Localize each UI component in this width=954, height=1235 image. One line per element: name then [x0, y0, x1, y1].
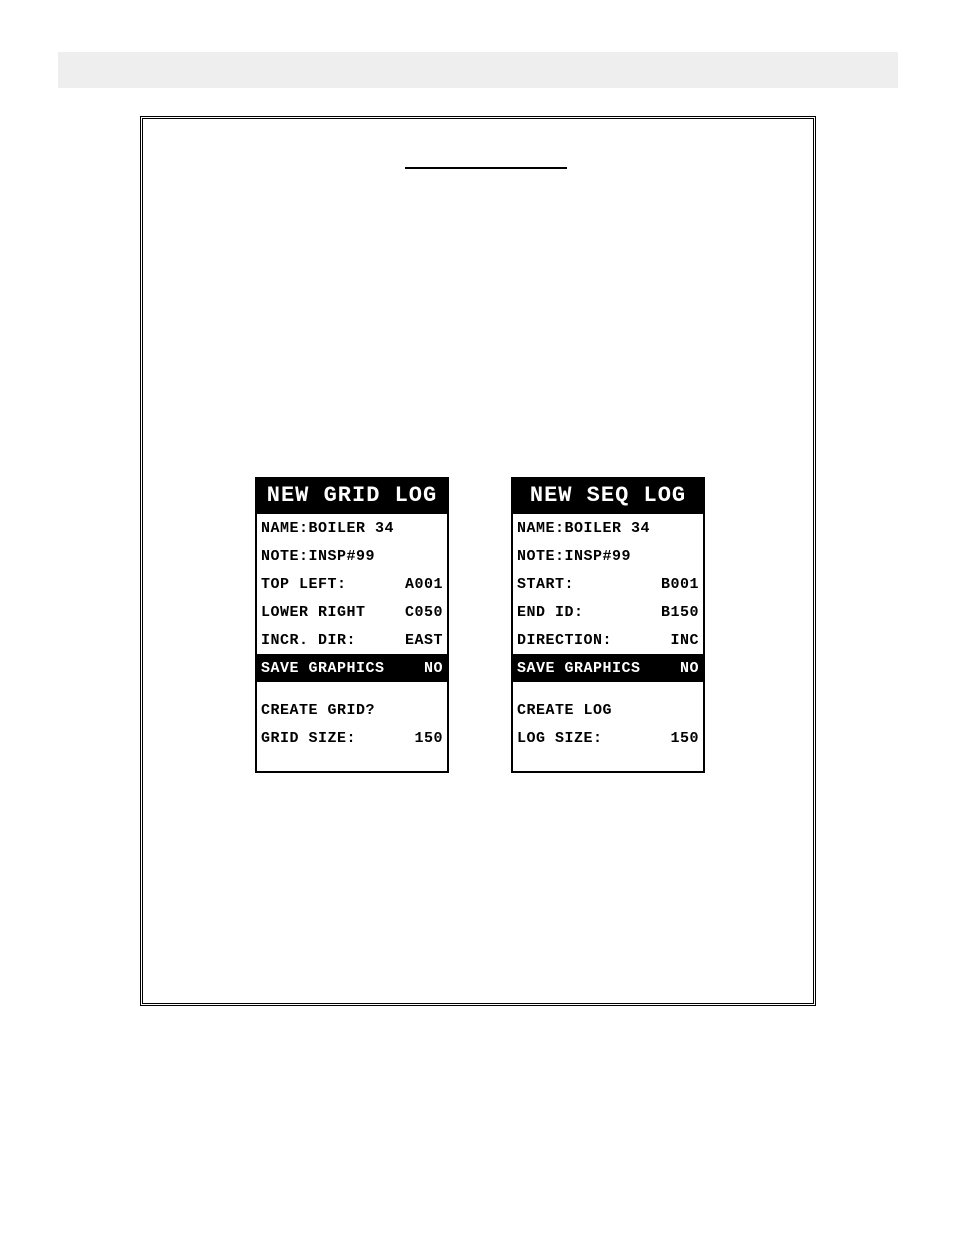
seq-name-row[interactable]: NAME:BOILER 34: [513, 514, 703, 542]
grid-size-row: GRID SIZE: 150: [257, 724, 447, 752]
seq-end-id-value: B150: [661, 604, 699, 621]
seq-start-value: B001: [661, 576, 699, 593]
grid-top-left-label: TOP LEFT:: [261, 576, 347, 593]
seq-create-label: CREATE LOG: [517, 702, 612, 719]
new-grid-log-panel: NEW GRID LOG NAME:BOILER 34 NOTE:INSP#99…: [255, 477, 449, 773]
page-header-bar: [58, 52, 898, 88]
grid-top-left-row[interactable]: TOP LEFT: A001: [257, 570, 447, 598]
grid-note-label: NOTE:INSP#99: [261, 548, 375, 565]
grid-note-row[interactable]: NOTE:INSP#99: [257, 542, 447, 570]
grid-save-graphics-value: NO: [424, 660, 443, 677]
seq-panel-title: NEW SEQ LOG: [513, 479, 703, 514]
seq-name-label: NAME:BOILER 34: [517, 520, 650, 537]
seq-note-label: NOTE:INSP#99: [517, 548, 631, 565]
seq-direction-value: INC: [670, 632, 699, 649]
grid-size-value: 150: [414, 730, 443, 747]
grid-lower-right-value: C050: [405, 604, 443, 621]
seq-direction-label: DIRECTION:: [517, 632, 612, 649]
seq-size-label: LOG SIZE:: [517, 730, 603, 747]
grid-save-graphics-label: SAVE GRAPHICS: [261, 660, 385, 677]
seq-end-id-label: END ID:: [517, 604, 584, 621]
grid-top-left-value: A001: [405, 576, 443, 593]
new-seq-log-panel: NEW SEQ LOG NAME:BOILER 34 NOTE:INSP#99 …: [511, 477, 705, 773]
grid-name-label: NAME:BOILER 34: [261, 520, 394, 537]
seq-create-row[interactable]: CREATE LOG: [513, 696, 703, 724]
grid-panel-title: NEW GRID LOG: [257, 479, 447, 514]
grid-incr-dir-row[interactable]: INCR. DIR: EAST: [257, 626, 447, 654]
seq-note-row[interactable]: NOTE:INSP#99: [513, 542, 703, 570]
grid-size-label: GRID SIZE:: [261, 730, 356, 747]
seq-save-graphics-value: NO: [680, 660, 699, 677]
seq-start-row[interactable]: START: B001: [513, 570, 703, 598]
seq-end-id-row[interactable]: END ID: B150: [513, 598, 703, 626]
grid-lower-right-label: LOWER RIGHT: [261, 604, 366, 621]
seq-size-row: LOG SIZE: 150: [513, 724, 703, 752]
seq-direction-row[interactable]: DIRECTION: INC: [513, 626, 703, 654]
content-frame: NEW GRID LOG NAME:BOILER 34 NOTE:INSP#99…: [140, 116, 816, 1006]
grid-incr-dir-value: EAST: [405, 632, 443, 649]
grid-save-graphics-row[interactable]: SAVE GRAPHICS NO: [257, 654, 447, 682]
grid-incr-dir-label: INCR. DIR:: [261, 632, 356, 649]
seq-save-graphics-row[interactable]: SAVE GRAPHICS NO: [513, 654, 703, 682]
grid-name-row[interactable]: NAME:BOILER 34: [257, 514, 447, 542]
top-rule: [405, 167, 567, 169]
seq-start-label: START:: [517, 576, 574, 593]
grid-create-label: CREATE GRID?: [261, 702, 375, 719]
grid-create-row[interactable]: CREATE GRID?: [257, 696, 447, 724]
seq-size-value: 150: [670, 730, 699, 747]
seq-save-graphics-label: SAVE GRAPHICS: [517, 660, 641, 677]
grid-lower-right-row[interactable]: LOWER RIGHT C050: [257, 598, 447, 626]
